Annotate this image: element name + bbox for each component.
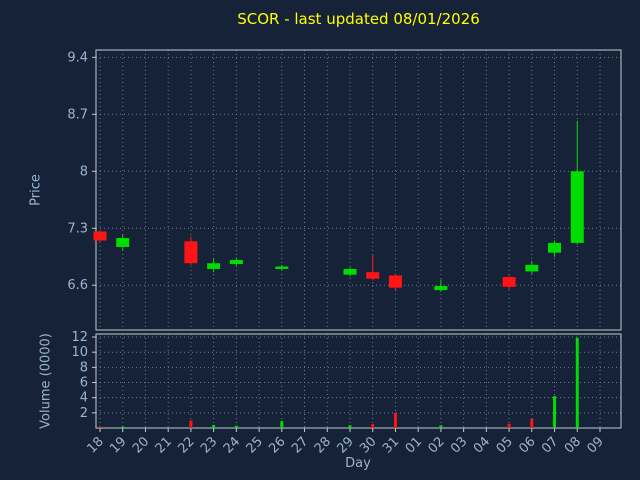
volume-bar [98, 426, 102, 428]
volume-bar [553, 396, 557, 428]
volume-bar [530, 418, 534, 428]
x-tick-label: 19 [107, 434, 129, 456]
x-tick-label: 23 [198, 434, 220, 456]
x-tick-label: 08 [562, 434, 584, 456]
x-tick-label: 29 [335, 434, 357, 456]
volume-tick-label: 8 [80, 360, 88, 375]
candle-body [116, 238, 130, 247]
candle-body [388, 275, 402, 288]
chart-title: SCOR - last updated 08/01/2026 [237, 10, 480, 28]
volume-tick-label: 4 [80, 391, 88, 406]
volume-bar [575, 337, 579, 428]
candle-body [343, 268, 357, 275]
volume-bar [234, 425, 238, 428]
candle-body [570, 171, 584, 243]
candle-body [366, 272, 380, 279]
volume-bar [348, 425, 352, 428]
x-tick-label: 31 [380, 434, 402, 456]
x-tick-label: 28 [312, 434, 334, 456]
candle-body [229, 260, 243, 265]
candle-body [184, 241, 198, 264]
x-tick-label: 18 [85, 434, 107, 456]
x-tick-label: 04 [471, 434, 493, 456]
volume-tick-label: 12 [71, 330, 88, 345]
day-axis-label: Day [345, 456, 371, 471]
x-tick-label: 02 [425, 434, 447, 456]
price-tick-label: 8 [80, 164, 88, 179]
price-tick-label: 6.6 [67, 278, 88, 293]
x-tick-label: 07 [539, 434, 561, 456]
volume-bar [439, 425, 443, 428]
volume-bar [393, 412, 397, 428]
price-tick-label: 8.7 [67, 107, 88, 122]
volume-bar [371, 424, 375, 428]
candle-body [525, 264, 539, 272]
x-tick-label: 30 [357, 434, 379, 456]
volume-bar [121, 426, 125, 428]
x-tick-label: 09 [585, 434, 607, 456]
x-tick-label: 22 [175, 434, 197, 456]
volume-bar [212, 424, 216, 428]
x-tick-label: 03 [448, 434, 470, 456]
volume-tick-label: 6 [80, 376, 88, 391]
x-tick-label: 01 [403, 434, 425, 456]
volume-axis-label: Volume (0000) [38, 333, 54, 429]
candle-body [548, 242, 562, 253]
price-tick-label: 7.3 [67, 221, 88, 236]
x-tick-label: 06 [516, 434, 538, 456]
volume-bar [280, 421, 284, 428]
volume-tick-label: 10 [71, 345, 88, 360]
price-axis-label: Price [28, 174, 44, 206]
x-tick-label: 24 [221, 434, 243, 456]
candle-body [502, 277, 516, 287]
x-tick-label: 05 [494, 434, 516, 456]
volume-bar [189, 420, 193, 428]
candle-body [207, 263, 221, 269]
x-tick-label: 21 [153, 434, 175, 456]
candle-body [275, 266, 289, 269]
x-tick-label: 26 [266, 434, 288, 456]
candle-body [93, 231, 107, 241]
x-tick-label: 20 [130, 434, 152, 456]
candle-body [434, 286, 448, 291]
price-tick-label: 9.4 [67, 50, 88, 65]
x-tick-label: 27 [289, 434, 311, 456]
price-panel-border [95, 49, 622, 331]
volume-tick-label: 2 [80, 406, 88, 421]
volume-bar [507, 423, 511, 428]
x-tick-label: 25 [244, 434, 266, 456]
volume-panel-border [95, 333, 622, 429]
